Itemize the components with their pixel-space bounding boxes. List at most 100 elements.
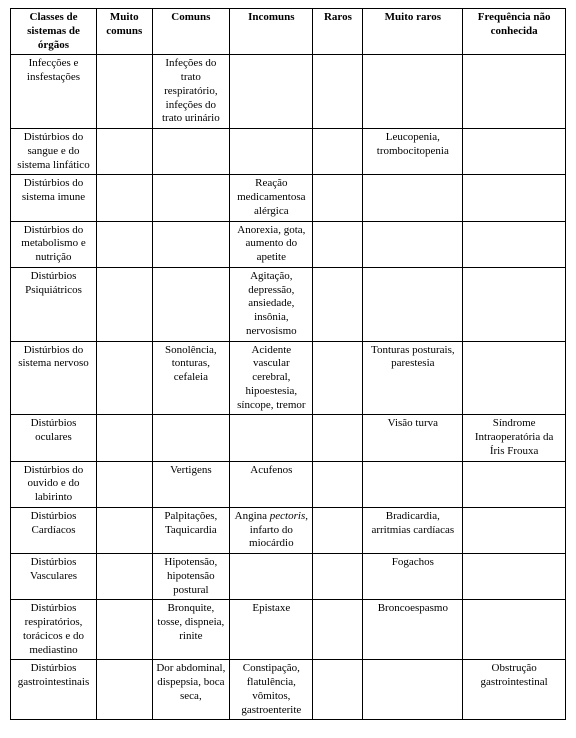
cell-comuns <box>152 175 230 221</box>
cell-freq-nao-conhecida <box>463 554 566 600</box>
cell-muito-comuns <box>97 461 153 507</box>
cell-class: Distúrbios do sistema imune <box>11 175 97 221</box>
cell-class: Distúrbios do sistema nervoso <box>11 341 97 415</box>
cell-raros <box>313 221 363 267</box>
cell-raros <box>313 660 363 720</box>
cell-freq-nao-conhecida <box>463 267 566 341</box>
cell-freq-nao-conhecida: Obstrução gastrointestinal <box>463 660 566 720</box>
table-head: Classes de sistemas de órgãos Muito comu… <box>11 9 566 55</box>
cell-raros <box>313 461 363 507</box>
cell-comuns <box>152 267 230 341</box>
cell-muito-comuns <box>97 129 153 175</box>
cell-muito-raros: Visão turva <box>363 415 463 461</box>
table-row: Distúrbios do metabolismo e nutrição Anor… <box>11 221 566 267</box>
col-header-freq-nao-conhecida: Frequência não conhecida <box>463 9 566 55</box>
cell-freq-nao-conhecida <box>463 129 566 175</box>
cell-raros <box>313 341 363 415</box>
cell-muito-comuns <box>97 341 153 415</box>
cell-class: Infecções e insfestações <box>11 55 97 129</box>
cell-class: Distúrbios Cardíacos <box>11 507 97 553</box>
col-header-muito-comuns: Muito comuns <box>97 9 153 55</box>
cell-freq-nao-conhecida <box>463 55 566 129</box>
cell-class: Distúrbios gastrointestinais <box>11 660 97 720</box>
cell-muito-comuns <box>97 600 153 660</box>
cell-muito-raros <box>363 175 463 221</box>
cell-freq-nao-conhecida <box>463 341 566 415</box>
table-row: Distúrbios ocularesVisão turvaSíndrome I… <box>11 415 566 461</box>
cell-incomuns <box>230 55 313 129</box>
table-row: Distúrbios do sistema nervoso Sonolência,… <box>11 341 566 415</box>
cell-raros <box>313 129 363 175</box>
cell-muito-comuns <box>97 55 153 129</box>
cell-muito-raros <box>363 461 463 507</box>
col-header-muito-raros: Muito raros <box>363 9 463 55</box>
cell-freq-nao-conhecida <box>463 175 566 221</box>
cell-comuns: Infeções do trato respiratório, infeções… <box>152 55 230 129</box>
cell-raros <box>313 267 363 341</box>
table-row: Infecções e insfestações Infeções do trat… <box>11 55 566 129</box>
cell-raros <box>313 507 363 553</box>
adverse-events-table: Classes de sistemas de órgãos Muito comu… <box>10 8 566 720</box>
table-row: Distúrbios respiratórios, torácicos e do… <box>11 600 566 660</box>
cell-class: Distúrbios Psiquiátricos <box>11 267 97 341</box>
cell-incomuns: Agitação, depressão, ansiedade, insônia,… <box>230 267 313 341</box>
table-row: Distúrbios Cardíacos Palpitações, Taquica… <box>11 507 566 553</box>
cell-freq-nao-conhecida <box>463 600 566 660</box>
table-row: Distúrbios do sistema imune Reação medica… <box>11 175 566 221</box>
cell-muito-comuns <box>97 660 153 720</box>
cell-muito-comuns <box>97 507 153 553</box>
col-header-incomuns: Incomuns <box>230 9 313 55</box>
cell-incomuns: Acidente vascular cerebral, hipoestesia,… <box>230 341 313 415</box>
cell-class: Distúrbios oculares <box>11 415 97 461</box>
table-header-row: Classes de sistemas de órgãos Muito comu… <box>11 9 566 55</box>
cell-muito-comuns <box>97 554 153 600</box>
cell-muito-raros: Bradicardia, arritmias cardíacas <box>363 507 463 553</box>
cell-comuns <box>152 221 230 267</box>
cell-raros <box>313 415 363 461</box>
cell-muito-raros: Fogachos <box>363 554 463 600</box>
cell-incomuns: Acufenos <box>230 461 313 507</box>
table-row: Distúrbios do ouvido e do labirinto Verti… <box>11 461 566 507</box>
cell-incomuns: Reação medicamentosa alérgica <box>230 175 313 221</box>
cell-muito-raros: Tonturas posturais, parestesia <box>363 341 463 415</box>
col-header-class: Classes de sistemas de órgãos <box>11 9 97 55</box>
cell-incomuns <box>230 554 313 600</box>
cell-comuns <box>152 129 230 175</box>
cell-muito-comuns <box>97 175 153 221</box>
table-row: Distúrbios Vasculares Hipotensão, hipoten… <box>11 554 566 600</box>
cell-comuns: Bronquite, tosse, dispneia, rinite <box>152 600 230 660</box>
cell-incomuns: Anorexia, gota, aumento do apetite <box>230 221 313 267</box>
cell-comuns <box>152 415 230 461</box>
cell-freq-nao-conhecida <box>463 461 566 507</box>
col-header-comuns: Comuns <box>152 9 230 55</box>
cell-raros <box>313 600 363 660</box>
cell-muito-comuns <box>97 267 153 341</box>
cell-incomuns: Constipação, flatulência, vômitos, gastr… <box>230 660 313 720</box>
cell-muito-raros: Leucopenia, trombocitopenia <box>363 129 463 175</box>
cell-muito-raros <box>363 660 463 720</box>
cell-raros <box>313 554 363 600</box>
col-header-raros: Raros <box>313 9 363 55</box>
cell-raros <box>313 55 363 129</box>
cell-muito-comuns <box>97 221 153 267</box>
cell-comuns: Hipotensão, hipotensão postural <box>152 554 230 600</box>
table-row: Distúrbios do sangue e do sistema linfát… <box>11 129 566 175</box>
cell-class: Distúrbios do metabolismo e nutrição <box>11 221 97 267</box>
cell-class: Distúrbios respiratórios, torácicos e do… <box>11 600 97 660</box>
cell-incomuns: Epistaxe <box>230 600 313 660</box>
cell-class: Distúrbios do sangue e do sistema linfát… <box>11 129 97 175</box>
table-body: Infecções e insfestações Infeções do trat… <box>11 55 566 720</box>
cell-muito-comuns <box>97 415 153 461</box>
cell-class: Distúrbios Vasculares <box>11 554 97 600</box>
table-row: Distúrbios Psiquiátricos Agitação, depres… <box>11 267 566 341</box>
cell-comuns: Sonolência, tonturas, cefaleia <box>152 341 230 415</box>
cell-incomuns: Angina pectoris, infarto do miocárdio <box>230 507 313 553</box>
cell-comuns: Vertigens <box>152 461 230 507</box>
cell-muito-raros <box>363 267 463 341</box>
cell-class: Distúrbios do ouvido e do labirinto <box>11 461 97 507</box>
cell-incomuns <box>230 129 313 175</box>
cell-muito-raros <box>363 55 463 129</box>
cell-muito-raros: Broncoespasmo <box>363 600 463 660</box>
table-row: Distúrbios gastrointestinaisDor abdomina… <box>11 660 566 720</box>
cell-comuns: Palpitações, Taquicardia <box>152 507 230 553</box>
